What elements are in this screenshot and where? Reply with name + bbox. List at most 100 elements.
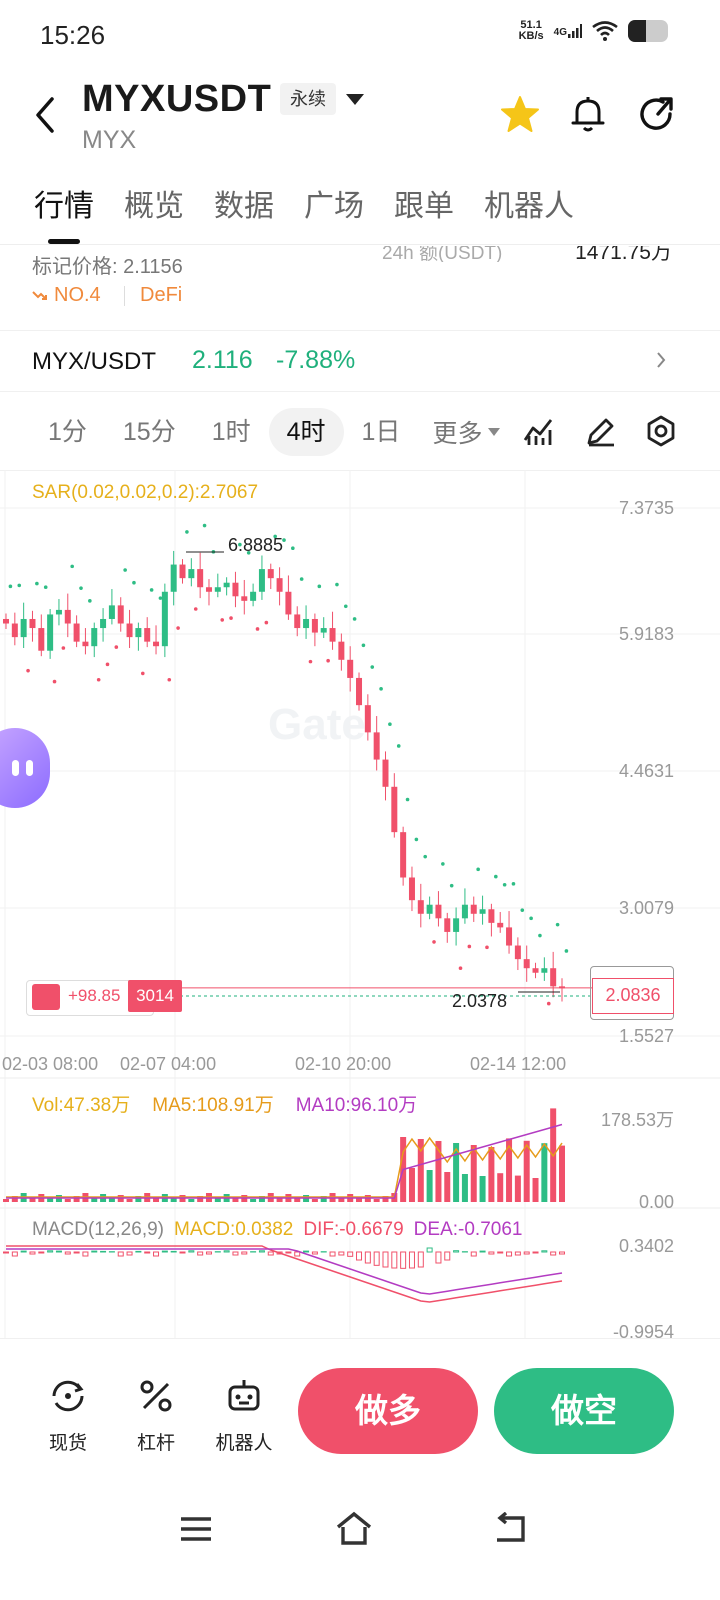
volume-bar [373,1199,380,1202]
menu-icon[interactable] [178,1514,214,1544]
sar-dot [370,665,375,669]
tab-market[interactable]: 行情 [34,182,94,244]
star-icon[interactable] [500,94,540,134]
x-axis-label: 02-14 12:00 [470,1054,567,1074]
dea-line [6,1248,563,1295]
macd-bar [197,1251,204,1256]
rank-badge[interactable]: NO.4 [32,284,101,307]
sar-dot [538,933,542,938]
sar-dot [388,722,392,727]
volume-bar [214,1197,221,1202]
macd-bar [285,1251,292,1254]
price-chart[interactable] [0,470,720,1338]
sar-dot [546,1001,551,1006]
macd-bar [338,1251,345,1256]
volume-bar [453,1143,460,1202]
sar-dot [414,837,419,842]
chevron-down-icon[interactable] [346,94,364,105]
divider [124,286,125,306]
interval-4h[interactable]: 4时 [268,408,344,456]
system-nav-bar [0,1490,720,1600]
long-button[interactable]: 做多 [298,1368,478,1454]
dea-value: DEA:-0.7061 [413,1219,523,1240]
volume-bar [197,1196,204,1202]
sar-dot [96,677,101,682]
volume-bar [382,1196,389,1202]
y-axis-label: 1.5527 [618,1026,674,1046]
interval-1d[interactable]: 1日 [361,418,401,446]
bot-button[interactable]: 机器人 [208,1376,280,1455]
y-axis-label: 5.9183 [618,624,674,644]
candle-body [408,877,415,901]
candle-body [20,618,27,638]
spot-pair[interactable]: MYX/USDT [32,348,157,375]
macd-bar [91,1250,98,1253]
settings-icon[interactable] [644,414,678,448]
sar-dot [520,908,525,912]
spot-price: 2.116 [192,346,253,374]
candle-body [197,569,204,588]
indicator-icon[interactable] [522,414,556,448]
back-icon[interactable] [30,95,62,135]
macd-bar [29,1251,36,1255]
macd-bar [532,1251,539,1254]
tab-data[interactable]: 数据 [214,190,274,223]
margin-button[interactable]: 杠杆 [120,1376,192,1455]
sar-dot [8,584,13,589]
sar-dot [449,883,454,888]
volume-bar [135,1196,142,1202]
contract-type-badge[interactable]: 永续 [280,83,336,115]
macd-bar [100,1250,107,1253]
pair-title[interactable]: MYXUSDT [82,78,272,120]
back-nav-icon[interactable] [492,1512,528,1546]
volume-bar [356,1198,363,1202]
sar-dot [70,564,74,569]
candle-body [514,945,521,960]
short-button[interactable]: 做空 [494,1368,674,1454]
home-icon[interactable] [334,1510,374,1546]
sar-dot [220,618,225,622]
draw-icon[interactable] [584,414,618,448]
macd-value: MACD:0.0382 [174,1219,294,1240]
sar-dot [52,679,57,684]
spot-icon [52,1380,84,1412]
floating-assistant-button[interactable] [0,728,50,808]
bell-icon[interactable] [568,94,608,134]
macd-bar [497,1251,504,1254]
tab-copy-trade[interactable]: 跟单 [394,190,454,223]
candle-body [82,641,89,647]
candle-body [497,922,504,928]
volume-24h-label: 24h 额(USDT) [382,246,503,262]
spot-pair-row[interactable] [0,330,720,392]
macd-bar [38,1251,45,1254]
vol-axis-label: 178.53万 [600,1110,674,1130]
macd-bar [258,1250,265,1253]
candle-body [205,587,212,592]
volume-bar [29,1197,36,1202]
candle-body [391,786,398,833]
volume-bar [426,1170,433,1202]
sector-tag[interactable]: DeFi [140,284,183,306]
chevron-right-icon[interactable] [654,350,668,370]
interval-1h[interactable]: 1时 [211,418,251,446]
tab-bot[interactable]: 机器人 [484,190,574,223]
sar-dot [564,949,569,953]
macd-bar [3,1251,9,1254]
sar-dot [158,596,163,600]
macd-bar [488,1251,495,1255]
tab-overview[interactable]: 概览 [124,190,184,223]
interval-more[interactable]: 更多 [418,414,514,450]
interval-1m[interactable]: 1分 [48,418,87,446]
spot-button[interactable]: 现货 [32,1376,104,1455]
position-pnl: +98.85 [68,986,121,1005]
net-speed: 51.1 KB/s [518,19,544,42]
dif-line [6,1245,563,1303]
main-tabs: 行情 概览 数据 广场 跟单 机器人 [0,182,720,244]
tab-square[interactable]: 广场 [304,190,364,223]
share-icon[interactable] [636,94,676,134]
macd-bar [514,1251,521,1256]
interval-15m[interactable]: 15分 [122,418,176,446]
low-label: 2.0378 [452,991,508,1011]
candle-body [364,705,371,733]
volume-bar [258,1196,265,1202]
